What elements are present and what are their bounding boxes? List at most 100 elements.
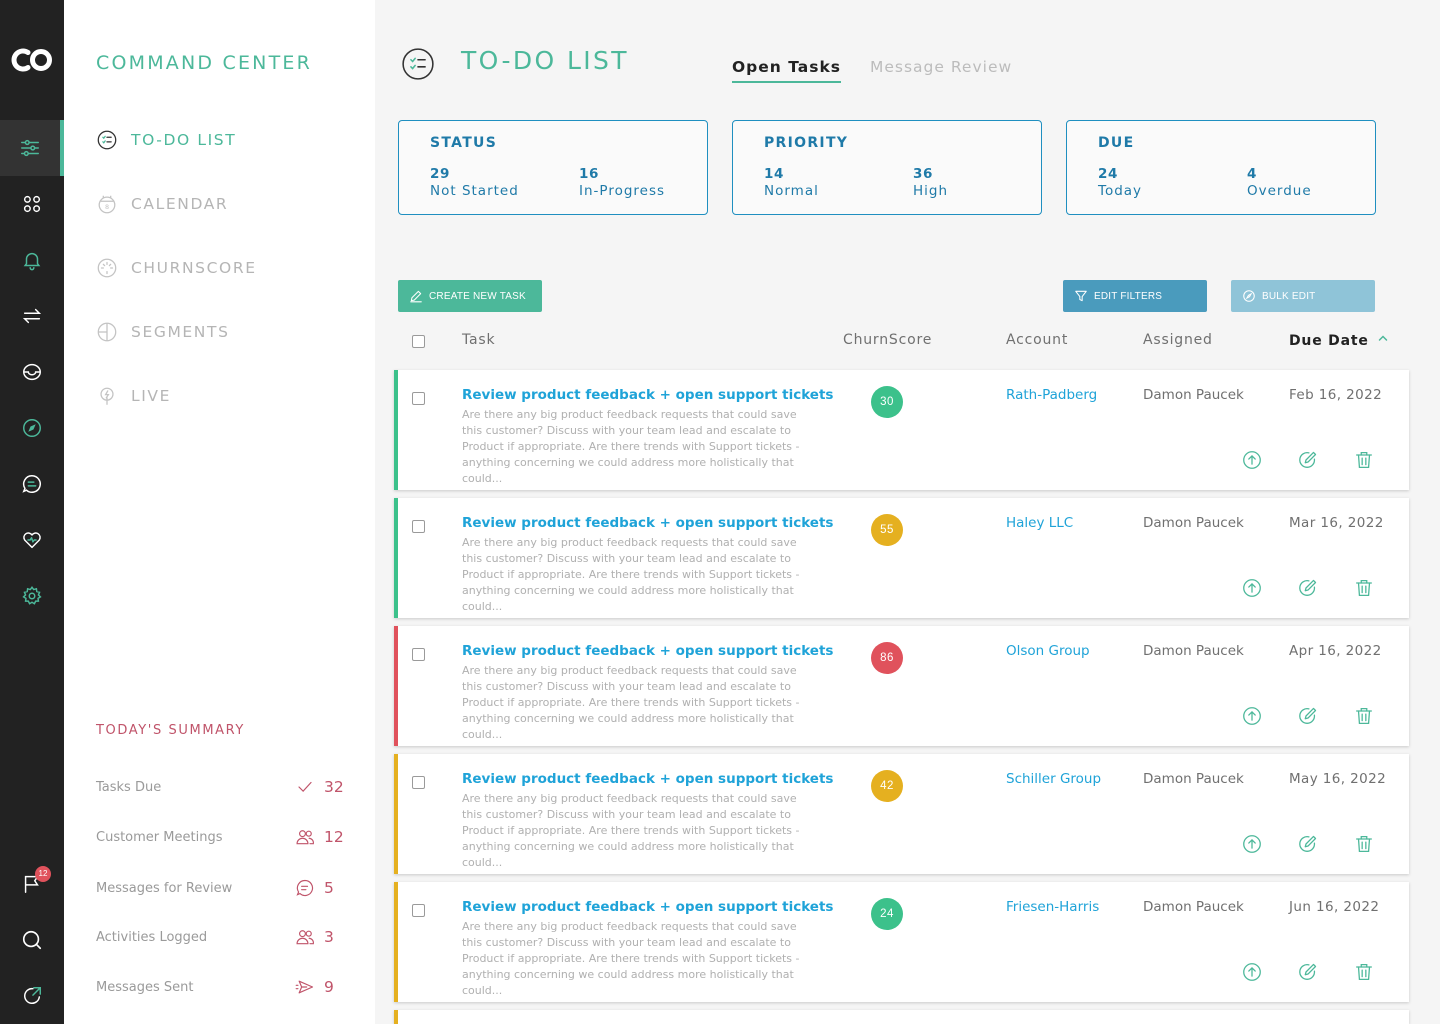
due-date-label: Due Date: [1289, 333, 1369, 349]
summary-row-tasks-due: Tasks Due 32: [96, 775, 346, 799]
account-link[interactable]: Friesen-Harris: [1006, 899, 1100, 915]
chevron-up-icon: [1379, 335, 1388, 341]
priority-stripe: [394, 498, 398, 618]
card-stat: 14 Normal: [764, 166, 819, 199]
check-icon: [294, 776, 316, 798]
card-stat: 29 Not Started: [430, 166, 519, 199]
rail-gear-icon[interactable]: [0, 568, 64, 624]
nav-item-calendar[interactable]: 8 CALENDAR: [96, 190, 228, 218]
upload-icon[interactable]: [1241, 833, 1263, 855]
rail-compass-icon[interactable]: [0, 400, 64, 456]
trash-icon[interactable]: [1353, 577, 1375, 599]
rail-transfer-arrows-icon[interactable]: [0, 288, 64, 344]
row-checkbox[interactable]: [412, 904, 425, 917]
edit-icon[interactable]: [1297, 577, 1319, 599]
tab-message-review[interactable]: Message Review: [870, 58, 1013, 76]
summary-label: Messages for Review: [96, 880, 233, 896]
nav-item-churnscore[interactable]: CHURNSCORE: [96, 254, 257, 282]
summary-label: Messages Sent: [96, 979, 194, 995]
rail-apps-grid-icon[interactable]: [0, 176, 64, 232]
stat-label: Normal: [764, 183, 819, 199]
upload-icon[interactable]: [1241, 449, 1263, 471]
row-checkbox[interactable]: [412, 520, 425, 533]
main-content: TO-DO LIST Open Tasks Message Review STA…: [375, 0, 1440, 1024]
row-checkbox[interactable]: [412, 648, 425, 661]
column-header-due-date[interactable]: Due Date: [1289, 332, 1389, 349]
select-all-checkbox[interactable]: [412, 335, 425, 348]
stat-number: 24: [1098, 166, 1118, 182]
edit-icon[interactable]: [1297, 833, 1319, 855]
nav-label-calendar: CALENDAR: [131, 195, 229, 213]
filter-icon: [1075, 290, 1087, 302]
account-link[interactable]: Haley LLC: [1006, 515, 1074, 531]
column-header-assigned[interactable]: Assigned: [1143, 332, 1213, 348]
upload-icon[interactable]: [1241, 577, 1263, 599]
summary-label: Activities Logged: [96, 929, 208, 945]
row-checkbox[interactable]: [412, 776, 425, 789]
nav-item-segments[interactable]: SEGMENTS: [96, 318, 230, 346]
task-title-link[interactable]: Review product feedback + open support t…: [462, 643, 834, 659]
trash-icon[interactable]: [1353, 961, 1375, 983]
rail-refresh-out-icon[interactable]: [0, 968, 64, 1024]
due-date: Feb 16, 2022: [1289, 387, 1383, 403]
churnscore-badge: 55: [871, 514, 903, 546]
edit-icon[interactable]: [1297, 705, 1319, 727]
nav-item-live[interactable]: LIVE: [96, 382, 171, 410]
rail-search-icon[interactable]: [0, 912, 64, 968]
summary-value: 3: [324, 928, 334, 946]
nav-item-todo-list[interactable]: TO-DO LIST: [96, 126, 236, 154]
bulk-edit-label: BULK EDIT: [1262, 290, 1316, 302]
row-checkbox[interactable]: [412, 392, 425, 405]
users-icon: [294, 826, 316, 848]
account-link[interactable]: Rath-Padberg: [1006, 387, 1098, 403]
priority-stripe: [394, 370, 398, 490]
create-new-task-button[interactable]: CREATE NEW TASK: [398, 280, 542, 312]
edit-icon[interactable]: [1297, 961, 1319, 983]
rail-sliders-icon[interactable]: [0, 120, 64, 176]
column-header-task[interactable]: Task: [462, 332, 496, 348]
upload-icon[interactable]: [1241, 705, 1263, 727]
task-description: Are there any big product feedback reque…: [462, 536, 800, 613]
churnscore-icon: [96, 257, 118, 279]
icon-rail: 12: [0, 0, 64, 1024]
edit-icon[interactable]: [1297, 449, 1319, 471]
task-description: Are there any big product feedback reque…: [462, 920, 800, 997]
card-stat: 24 Today: [1098, 166, 1142, 199]
task-title-link[interactable]: Review product feedback + open support t…: [462, 515, 834, 531]
bulk-edit-button[interactable]: BULK EDIT: [1231, 280, 1375, 312]
task-title-link[interactable]: Review product feedback + open support t…: [462, 899, 834, 915]
tab-open-tasks[interactable]: Open Tasks: [732, 58, 842, 83]
rail-heart-icon[interactable]: [0, 512, 64, 568]
summary-label: Customer Meetings: [96, 829, 223, 845]
upload-icon[interactable]: [1241, 961, 1263, 983]
rail-bell-icon[interactable]: [0, 232, 64, 288]
priority-stripe: [394, 626, 398, 746]
task-row: Review product feedback + open support t…: [394, 370, 1409, 490]
compass-edit-icon: [1243, 290, 1255, 302]
pencil-icon: [410, 290, 422, 303]
card-title: DUE: [1098, 135, 1135, 151]
account-link[interactable]: Olson Group: [1006, 643, 1090, 659]
calendar-icon: 8: [96, 193, 118, 215]
trash-icon[interactable]: [1353, 705, 1375, 727]
column-header-churnscore[interactable]: ChurnScore: [843, 332, 933, 348]
command-center-title: COMMAND CENTER: [96, 52, 312, 74]
edit-filters-button[interactable]: EDIT FILTERS: [1063, 280, 1207, 312]
column-header-account[interactable]: Account: [1006, 332, 1069, 348]
message-icon: [294, 877, 316, 899]
stat-label: Not Started: [430, 183, 519, 199]
co-logo[interactable]: [0, 0, 64, 120]
task-description: Are there any big product feedback reque…: [462, 792, 800, 869]
trash-icon[interactable]: [1353, 833, 1375, 855]
rail-inbox-icon[interactable]: [0, 344, 64, 400]
churnscore-badge: 42: [871, 770, 903, 802]
rail-flag-icon[interactable]: [0, 856, 64, 912]
due-card: DUE 24 Today 4 Overdue: [1066, 120, 1376, 215]
due-date: Apr 16, 2022: [1289, 643, 1382, 659]
trash-icon[interactable]: [1353, 449, 1375, 471]
create-new-task-label: CREATE NEW TASK: [429, 290, 526, 302]
account-link[interactable]: Schiller Group: [1006, 771, 1102, 787]
task-title-link[interactable]: Review product feedback + open support t…: [462, 387, 834, 403]
task-title-link[interactable]: Review product feedback + open support t…: [462, 771, 834, 787]
rail-chat-list-icon[interactable]: [0, 456, 64, 512]
